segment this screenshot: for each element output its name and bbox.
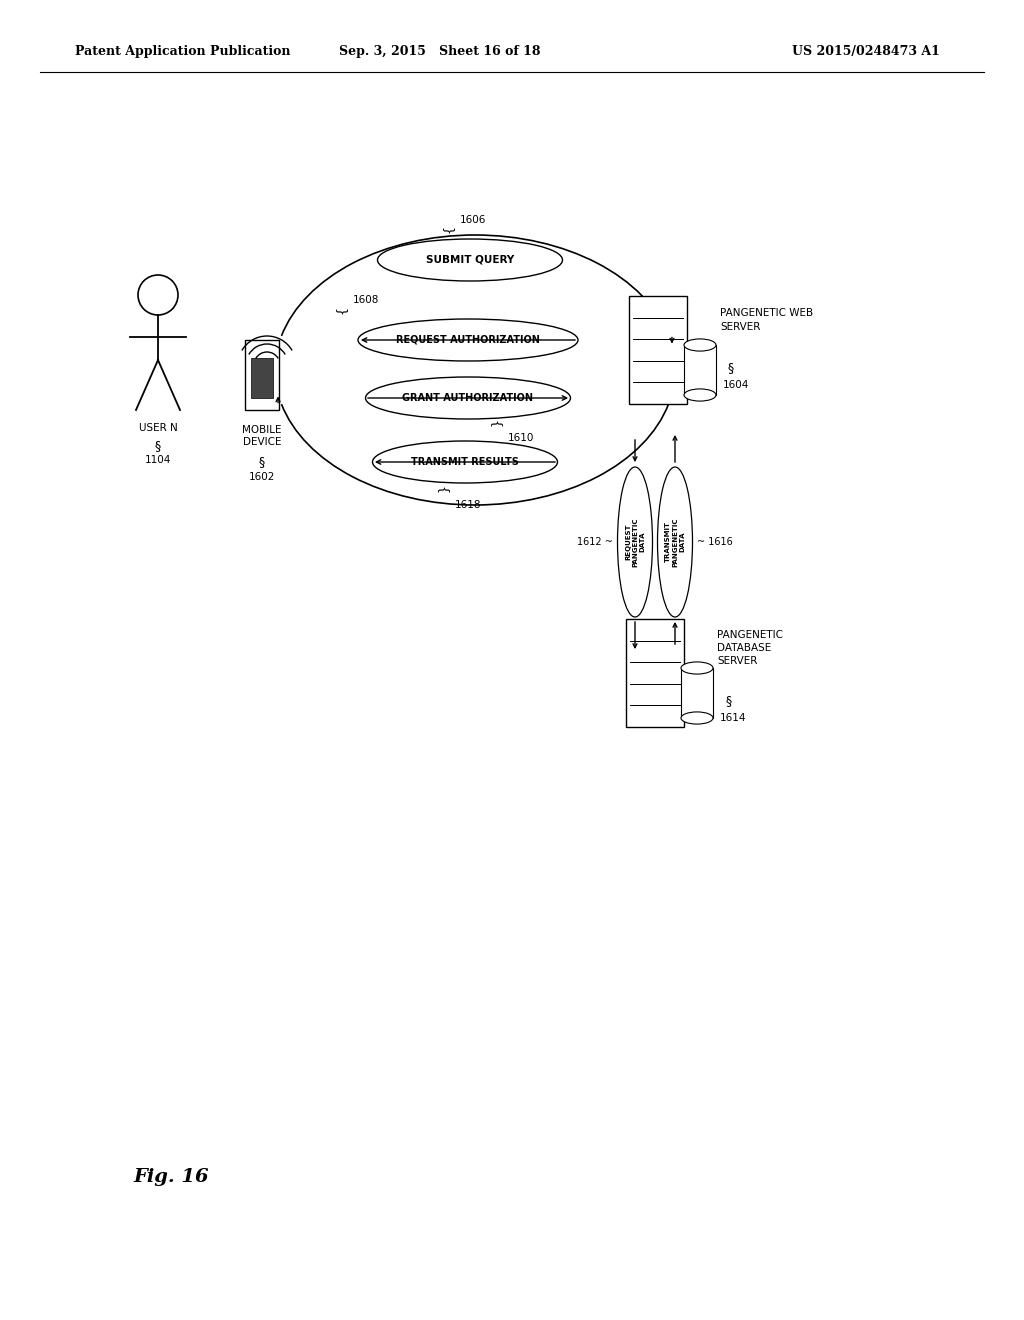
Ellipse shape <box>681 711 713 725</box>
Text: {: { <box>435 486 449 494</box>
Bar <box>245 341 279 411</box>
Text: USER N: USER N <box>138 422 177 433</box>
Text: {: { <box>488 420 501 428</box>
Ellipse shape <box>358 319 578 360</box>
Bar <box>251 358 273 399</box>
Text: 1612 ~: 1612 ~ <box>578 537 613 546</box>
Text: 1608: 1608 <box>353 294 379 305</box>
Text: Sep. 3, 2015   Sheet 16 of 18: Sep. 3, 2015 Sheet 16 of 18 <box>339 45 541 58</box>
Text: 1614: 1614 <box>720 713 746 723</box>
Text: §: § <box>155 440 161 451</box>
Text: GRANT AUTHORIZATION: GRANT AUTHORIZATION <box>402 393 534 403</box>
Text: }: } <box>440 227 453 235</box>
Text: }: } <box>333 308 346 315</box>
Text: TRANSMIT RESULTS: TRANSMIT RESULTS <box>411 457 519 467</box>
Bar <box>681 668 713 718</box>
Text: TRANSMIT
PANGENETIC
DATA: TRANSMIT PANGENETIC DATA <box>665 517 685 566</box>
Text: SUBMIT QUERY: SUBMIT QUERY <box>426 255 514 265</box>
Text: MOBILE
DEVICE: MOBILE DEVICE <box>243 425 282 447</box>
Text: 1618: 1618 <box>455 500 481 510</box>
Text: Fig. 16: Fig. 16 <box>133 1168 209 1185</box>
Bar <box>626 619 684 727</box>
Text: §: § <box>725 694 731 708</box>
Bar <box>684 345 716 395</box>
Text: Patent Application Publication: Patent Application Publication <box>75 45 291 58</box>
Ellipse shape <box>684 389 716 401</box>
Ellipse shape <box>617 467 652 616</box>
Text: §: § <box>259 455 265 469</box>
Text: ~ 1616: ~ 1616 <box>697 537 733 546</box>
Ellipse shape <box>373 441 557 483</box>
Bar <box>629 296 687 404</box>
Text: 1610: 1610 <box>508 433 535 444</box>
Text: 1602: 1602 <box>249 473 275 482</box>
Text: 1604: 1604 <box>723 380 750 389</box>
Text: PANGENETIC WEB
SERVER: PANGENETIC WEB SERVER <box>720 309 813 331</box>
Ellipse shape <box>657 467 692 616</box>
Text: 1104: 1104 <box>144 455 171 465</box>
Ellipse shape <box>684 339 716 351</box>
Text: US 2015/0248473 A1: US 2015/0248473 A1 <box>793 45 940 58</box>
Ellipse shape <box>681 661 713 675</box>
Text: 1606: 1606 <box>460 215 486 224</box>
Text: REQUEST
PANGENETIC
DATA: REQUEST PANGENETIC DATA <box>625 517 645 566</box>
Text: §: § <box>728 362 734 375</box>
Text: PANGENETIC
DATABASE
SERVER: PANGENETIC DATABASE SERVER <box>717 630 783 667</box>
Text: REQUEST AUTHORIZATION: REQUEST AUTHORIZATION <box>396 335 540 345</box>
Ellipse shape <box>378 239 562 281</box>
Ellipse shape <box>366 378 570 418</box>
